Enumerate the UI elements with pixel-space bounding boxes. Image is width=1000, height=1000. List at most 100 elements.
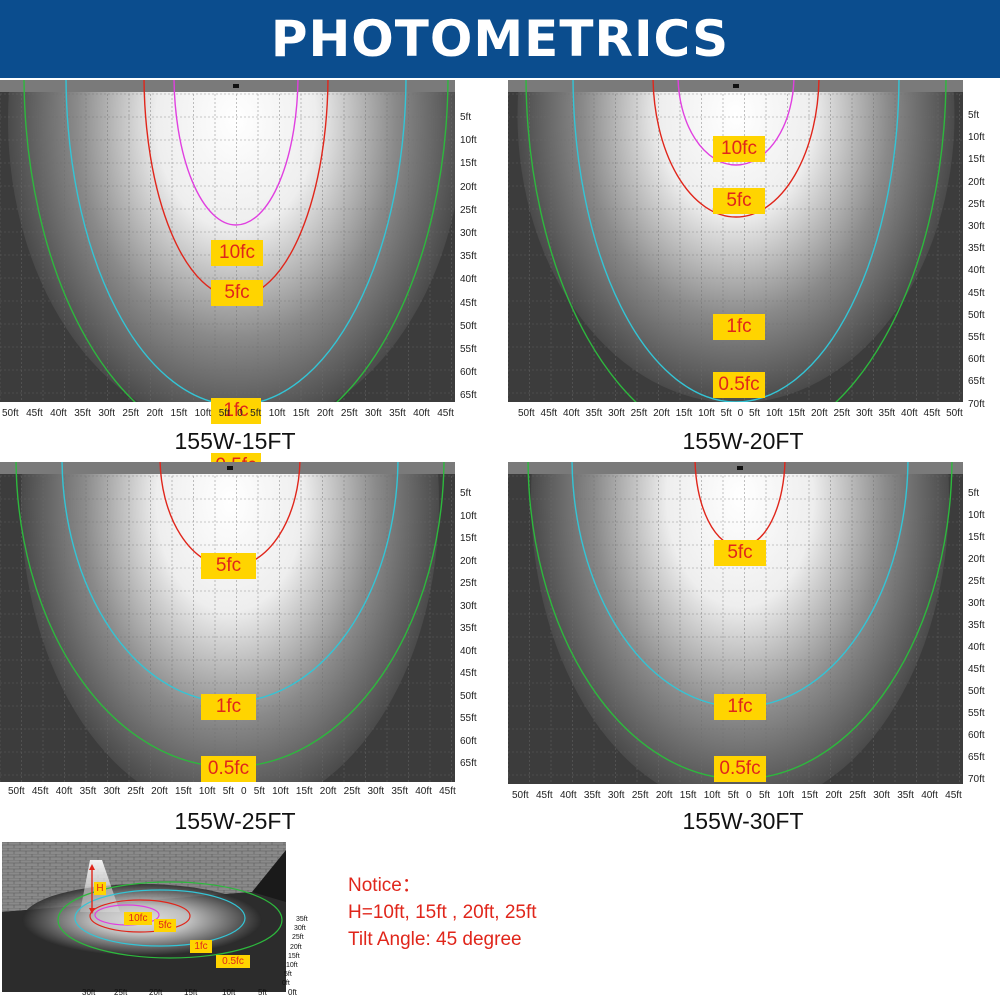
fixture-mark [737, 466, 743, 470]
x-tick: 20ft [319, 786, 337, 797]
label-5fc: 5fc [714, 540, 766, 566]
inset-label-1fc: 1fc [190, 940, 212, 953]
label-5fc: 5fc [211, 280, 263, 306]
x-tick: 0 [737, 408, 744, 419]
x-tick: 45ft [31, 786, 49, 797]
x-tick: 15ft [295, 786, 313, 797]
y-tick: 25ft [968, 576, 985, 587]
x-tick: 10ft [703, 790, 721, 801]
y-tick: 55ft [968, 332, 985, 343]
y-tick: 70ft [968, 398, 985, 410]
x-tick: 35ft [389, 408, 406, 419]
x-tick: 40ft [413, 408, 430, 419]
y-tick: 40ft [968, 642, 985, 653]
inset-y-tick: 10ft [286, 962, 298, 969]
inset-y-tick: 35ft [296, 916, 308, 923]
y-tick: 15ft [460, 533, 477, 544]
x-tick: 45ft [540, 408, 558, 419]
x-tick: 10ft [777, 790, 795, 801]
label-1fc: 1fc [714, 694, 766, 720]
inset-x-tick: 20ft [149, 988, 163, 997]
plot-grid [508, 90, 963, 402]
x-tick: 30ft [608, 408, 625, 419]
y-tick: 35ft [460, 251, 477, 263]
wall-strip [0, 80, 455, 92]
x-tick: 25ft [833, 408, 851, 419]
x-tick: 15ft [679, 790, 697, 801]
x-tick: 20ft [146, 408, 164, 419]
x-tick: 45ft [26, 408, 43, 419]
y-tick: 30ft [460, 600, 477, 612]
y-tick: 20ft [968, 176, 985, 188]
x-axis-ticks: 50ft 45ft 40ft 35ft 30ft 25ft 20ft 15ft 10ft 5ft 0… [2, 408, 454, 419]
label-05fc: 0.5fc [713, 372, 765, 398]
x-tick: 10ft [698, 408, 715, 419]
notice-title: Notice： [348, 875, 421, 896]
label-1fc: 1fc [201, 694, 256, 720]
x-tick: 45ft [439, 786, 456, 797]
y-tick: 20ft [460, 555, 477, 567]
x-tick: 10ft [765, 408, 783, 419]
x-axis-ticks: 50ft 45ft 40ft 35ft 30ft 25ft 20ft 15ft 10ft 5ft 0… [518, 408, 963, 419]
y-tick: 30ft [968, 221, 985, 232]
x-tick: 40ft [563, 408, 580, 419]
y-tick: 65ft [460, 390, 477, 402]
inset-contour-05fc [57, 881, 283, 959]
x-tick: 25ft [340, 408, 358, 419]
photometric-plot [0, 462, 455, 782]
contour-10fc [173, 80, 299, 226]
x-tick: 45ft [535, 790, 553, 801]
x-tick: 30ft [98, 408, 115, 419]
inset-x-tick: 5ft [258, 988, 267, 997]
y-tick: 45ft [968, 287, 985, 299]
inset-y-tick: 20ft [290, 943, 302, 951]
x-tick: 0 [746, 790, 752, 801]
x-tick: 35ft [878, 408, 896, 419]
x-tick: 20ft [151, 786, 168, 797]
y-tick: 25ft [968, 198, 985, 210]
x-tick: 15ft [292, 408, 310, 419]
y-tick: 5ft [460, 488, 472, 499]
x-tick: 40ft [50, 408, 67, 419]
y-tick: 5ft [968, 488, 980, 499]
inset-x-tick: 15ft [184, 988, 198, 997]
label-10fc: 10fc [713, 136, 765, 162]
x-tick: 30ft [856, 408, 873, 419]
inset-x-tick: 25ft [114, 988, 128, 997]
panel-caption: 155W-25FT [174, 808, 296, 834]
y-tick: 10ft [460, 135, 477, 147]
x-tick: 15ft [788, 408, 806, 419]
fixture-mark [227, 466, 233, 470]
x-tick: 45ft [945, 790, 962, 801]
plot-grid [508, 472, 963, 784]
page-title: PHOTOMETRICS [270, 10, 730, 68]
x-tick: 5ft [758, 790, 771, 801]
x-tick: 35ft [585, 408, 603, 419]
inset-label-10fc: 10fc [124, 912, 152, 925]
light-glow [531, 462, 949, 784]
x-tick: 25ft [122, 408, 140, 419]
x-tick: 25ft [343, 786, 361, 797]
plot-grid [0, 90, 455, 402]
y-tick: 35ft [968, 620, 985, 631]
x-tick: 30ft [607, 790, 625, 801]
y-tick: 15ft [968, 154, 985, 166]
x-tick: 0 [237, 408, 243, 419]
y-tick: 35ft [460, 623, 477, 634]
inset-x-tick: 10ft [222, 988, 236, 997]
x-axis-ticks: 50ft 45ft 40ft 35ft 30ft 25ft 20ft 15ft 10ft 5ft 0… [8, 786, 456, 797]
y-tick: 45ft [968, 664, 985, 675]
notice-block: Notice： H=10ft, 15ft , 20ft, 25ft Tilt A… [348, 872, 537, 953]
photometric-plot [508, 462, 963, 784]
inset-height-label: H [94, 882, 106, 895]
x-tick: 20ft [810, 408, 828, 419]
contour-5fc [652, 80, 820, 218]
y-tick: 35ft [968, 243, 985, 255]
x-tick: 50ft [518, 408, 535, 419]
x-tick: 40ft [559, 790, 577, 801]
label-05fc: 0.5fc [714, 756, 766, 782]
light-glow [517, 80, 955, 402]
fixture-mark [233, 84, 239, 88]
x-tick: 15ft [170, 408, 188, 419]
x-tick: 35ft [391, 786, 409, 797]
